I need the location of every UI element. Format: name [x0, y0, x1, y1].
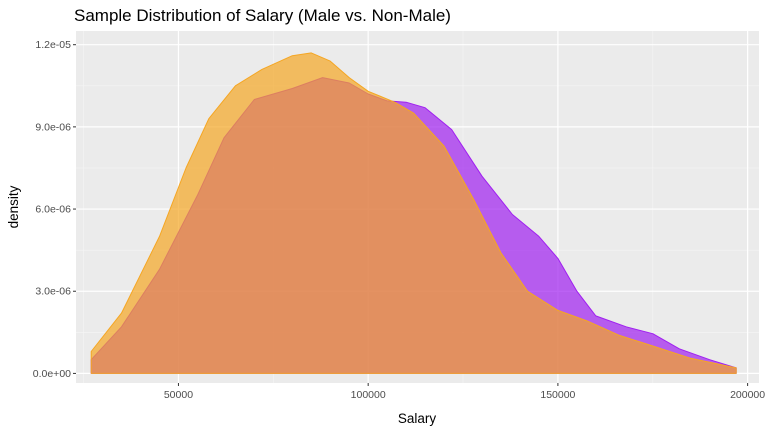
- density-area-series-2: [90, 52, 737, 374]
- x-tick-label: 100000: [351, 389, 386, 401]
- y-tick-label: 0.0e+00: [33, 368, 71, 380]
- y-tick-label: 1.2e-05: [35, 39, 71, 51]
- y-tick-label: 9.0e-06: [35, 121, 71, 133]
- x-tick-label: 150000: [540, 389, 575, 401]
- x-axis-ticks: 50000 100000 150000 200000: [164, 383, 765, 401]
- y-tick-label: 3.0e-06: [35, 286, 71, 298]
- chart-title: Sample Distribution of Salary (Male vs. …: [74, 6, 451, 25]
- density-areas: [90, 52, 737, 374]
- y-tick-label: 6.0e-06: [35, 204, 71, 216]
- x-axis-title: Salary: [398, 411, 437, 426]
- y-axis-ticks: 0.0e+00 3.0e-06 6.0e-06 9.0e-06 1.2e-05: [33, 39, 76, 380]
- y-axis-title: density: [6, 185, 21, 228]
- x-tick-label: 50000: [164, 389, 193, 401]
- x-tick-label: 200000: [730, 389, 765, 401]
